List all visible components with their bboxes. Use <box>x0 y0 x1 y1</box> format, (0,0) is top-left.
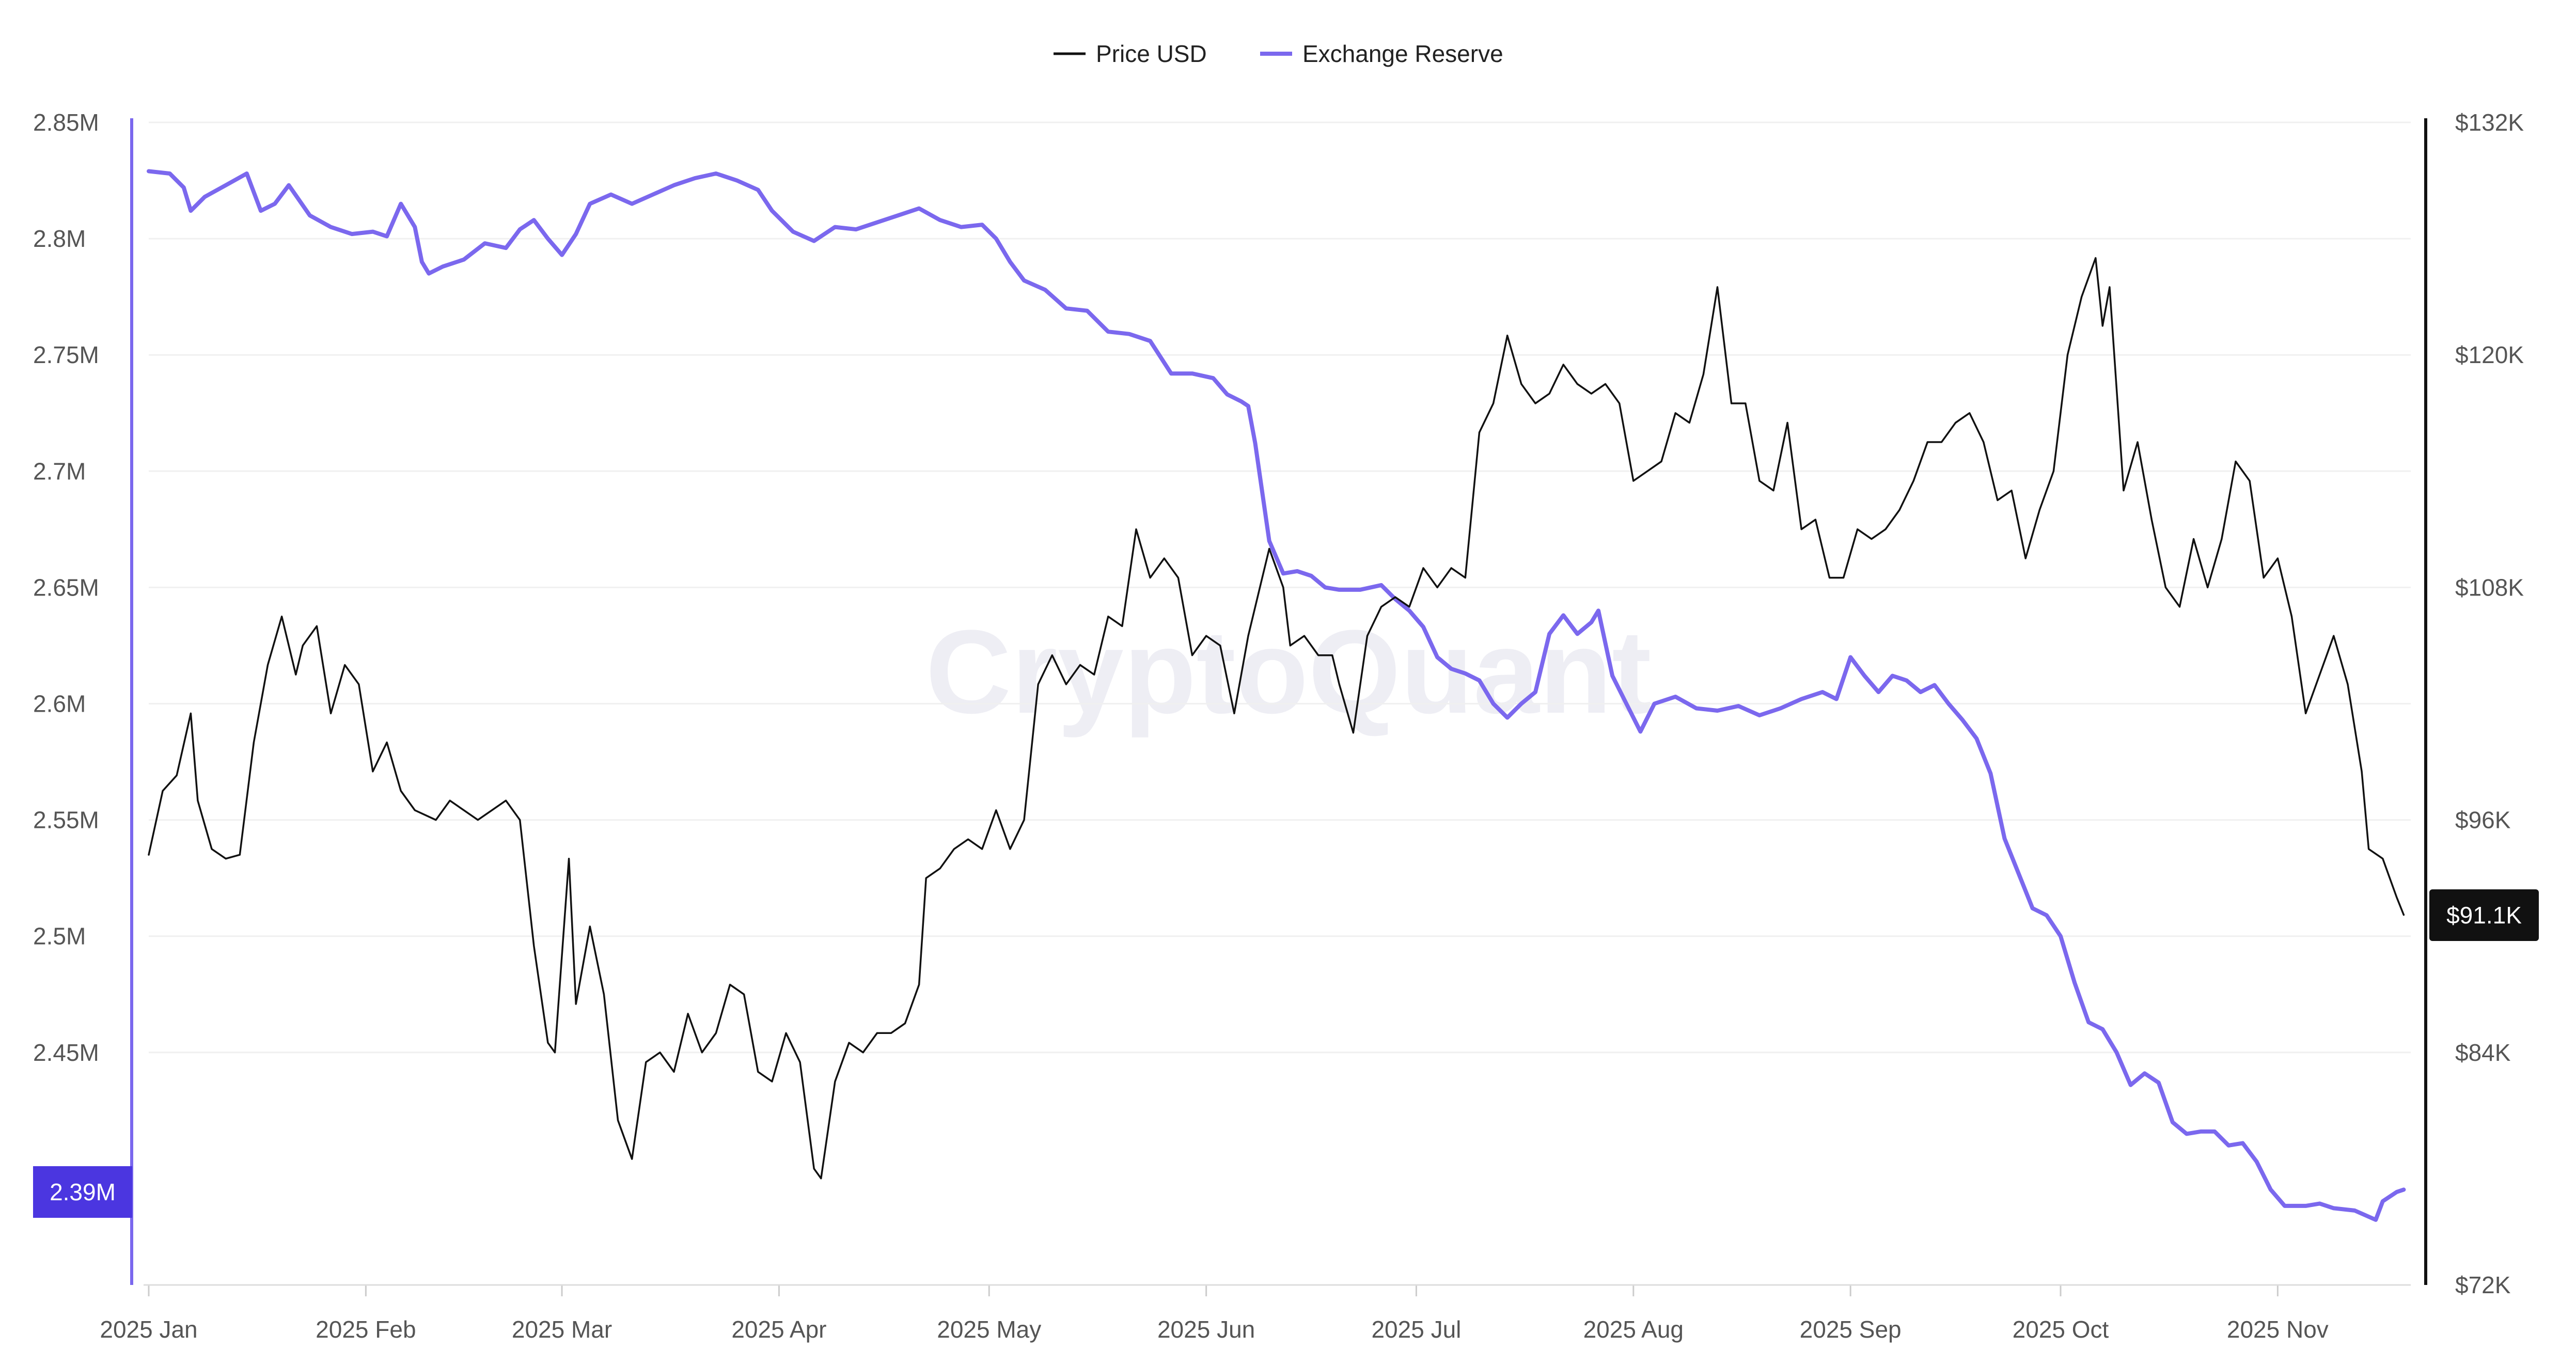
right-axis-tick-label: $72K <box>2455 1272 2511 1298</box>
left-axis-tick-label: 2.55M <box>33 807 99 834</box>
x-axis-tick-label: 2025 Apr <box>731 1316 826 1343</box>
right-axis-tick-label: $108K <box>2455 574 2524 601</box>
left-axis-tick-label: 2.75M <box>33 341 99 368</box>
left-axis-tick-label: 2.45M <box>33 1039 99 1066</box>
x-axis-tick-label: 2025 Aug <box>1583 1316 1684 1343</box>
left-axis-tick-label: 2.7M <box>33 458 86 484</box>
current-value-badge-reserve: 2.39M <box>33 1166 132 1218</box>
x-axis-tick-label: 2025 Jan <box>100 1316 197 1343</box>
legend-item-exchange-reserve[interactable]: Exchange Reserve <box>1260 40 1503 67</box>
legend-label-price-usd: Price USD <box>1096 40 1207 67</box>
left-axis-tick-label: 2.8M <box>33 225 86 252</box>
left-axis-tick-label: 2.85M <box>33 109 99 136</box>
left-axis-tick-label: 2.65M <box>33 574 99 601</box>
reserve-badge-background <box>33 1166 132 1218</box>
x-axis-ticks: 2025 Jan 2025 Feb 2025 Mar 2025 Apr 2025 May… <box>100 1285 2329 1343</box>
right-axis-tick-label: $132K <box>2455 109 2524 136</box>
x-axis-tick-label: 2025 Nov <box>2227 1316 2329 1343</box>
current-value-badge-price: $91.1K <box>2429 889 2539 941</box>
right-axis-tick-label: $96K <box>2455 807 2511 834</box>
x-axis-tick-label: 2025 Mar <box>512 1316 612 1343</box>
reserve-badge-value: 2.39M <box>50 1179 116 1205</box>
right-axis-tick-label: $120K <box>2455 341 2524 368</box>
right-axis-tick-labels: $132K $120K $108K $96K $84K $72K <box>2455 109 2524 1298</box>
legend-item-price-usd[interactable]: Price USD <box>1054 40 1207 67</box>
legend: Price USD Exchange Reserve <box>1054 40 1503 67</box>
left-axis-tick-labels: 2.85M 2.8M 2.75M 2.7M 2.65M 2.6M 2.55M 2.5M 2.45… <box>33 109 99 1066</box>
x-axis-tick-label: 2025 Jul <box>1371 1316 1461 1343</box>
right-axis-tick-label: $84K <box>2455 1039 2511 1066</box>
series-line-price-usd <box>148 257 2405 1180</box>
x-axis-tick-label: 2025 Feb <box>316 1316 416 1343</box>
series-line-exchange-reserve <box>147 169 2406 1222</box>
x-axis-tick-label: 2025 Oct <box>2013 1316 2109 1343</box>
x-axis-tick-label: 2025 Sep <box>1800 1316 1902 1343</box>
x-axis-tick-label: 2025 Jun <box>1157 1316 1255 1343</box>
x-axis-tick-label: 2025 May <box>937 1316 1041 1343</box>
price-badge-value: $91.1K <box>2446 902 2522 929</box>
legend-label-exchange-reserve: Exchange Reserve <box>1302 40 1503 67</box>
price-badge-background <box>2429 889 2539 941</box>
gridlines <box>149 121 2411 1054</box>
left-axis-tick-label: 2.5M <box>33 923 86 950</box>
left-axis-tick-label: 2.6M <box>33 691 86 717</box>
